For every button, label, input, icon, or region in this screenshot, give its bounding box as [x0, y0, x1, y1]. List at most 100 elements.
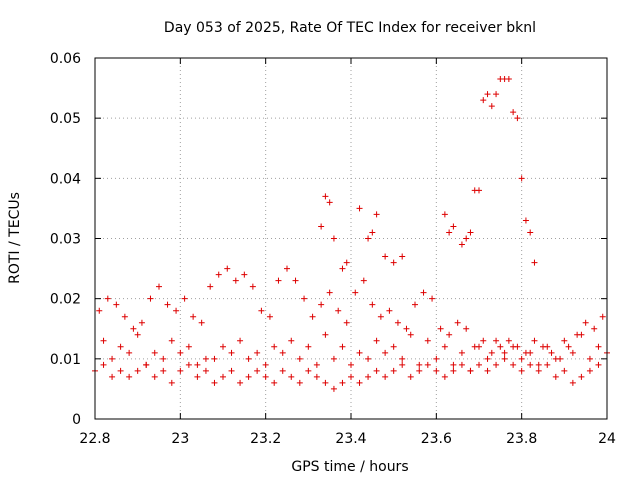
x-tick-label: 23: [171, 431, 189, 447]
x-tick-labels: 22.8 23 23.2 23.4 23.6 23.8 24: [79, 431, 616, 447]
data-point: [382, 253, 389, 260]
data-point: [412, 301, 418, 308]
data-point: [390, 367, 397, 374]
data-point: [104, 295, 111, 302]
y-tick-labels: 0 0.01 0.02 0.03 0.04 0.05 0.06: [50, 51, 81, 428]
data-point: [232, 277, 239, 284]
data-point: [544, 361, 551, 368]
data-point: [126, 373, 133, 380]
data-point: [373, 337, 380, 344]
data-point: [463, 325, 470, 332]
data-point: [390, 259, 397, 266]
data-point: [330, 235, 337, 242]
data-point: [326, 199, 333, 206]
data-point: [181, 295, 188, 302]
data-point: [450, 223, 457, 230]
data-point: [416, 367, 423, 374]
data-point: [382, 373, 389, 380]
data-point: [121, 313, 128, 320]
data-point: [424, 361, 431, 368]
data-point: [467, 229, 474, 236]
data-point: [399, 361, 406, 368]
data-point: [245, 355, 252, 362]
data-point: [518, 355, 525, 362]
data-point: [480, 97, 487, 104]
data-point: [356, 349, 363, 356]
x-tick-label: 22.8: [79, 431, 110, 447]
data-point: [292, 277, 299, 284]
data-point: [330, 355, 337, 362]
data-point: [488, 103, 495, 110]
data-point: [352, 289, 359, 296]
y-tick-label: 0.03: [50, 232, 81, 248]
data-point: [450, 361, 457, 368]
data-point: [369, 301, 376, 308]
data-point: [493, 337, 500, 344]
data-point: [330, 385, 337, 392]
data-point: [407, 373, 414, 380]
data-point: [228, 367, 235, 374]
data-point: [322, 331, 329, 338]
data-point: [326, 289, 333, 296]
data-point: [177, 349, 184, 356]
data-point: [100, 337, 107, 344]
data-point: [335, 307, 342, 314]
data-point: [168, 379, 175, 386]
data-point: [156, 283, 162, 290]
data-point: [569, 349, 576, 356]
data-point: [185, 343, 192, 350]
data-point: [441, 343, 448, 350]
data-point: [313, 361, 320, 368]
data-point: [271, 379, 278, 386]
data-point: [586, 367, 593, 374]
data-point: [416, 361, 423, 368]
data-point: [441, 373, 448, 380]
data-point: [501, 349, 508, 356]
data-point: [322, 379, 329, 386]
data-point: [373, 211, 380, 218]
data-point: [211, 379, 218, 386]
data-point: [130, 325, 137, 332]
data-point: [254, 349, 261, 356]
data-point: [356, 205, 363, 212]
data-point: [446, 229, 453, 236]
data-point: [305, 343, 312, 350]
data-point: [510, 361, 517, 368]
data-point: [190, 313, 197, 320]
data-point: [245, 373, 252, 380]
data-point: [365, 235, 372, 242]
data-point: [348, 361, 354, 368]
data-point: [224, 265, 231, 272]
data-point: [488, 349, 495, 356]
data-point: [458, 241, 465, 248]
data-point: [599, 313, 606, 320]
data-point: [228, 349, 235, 356]
data-point: [582, 319, 589, 326]
data-point: [96, 307, 103, 314]
data-point: [514, 115, 521, 122]
data-point: [271, 343, 278, 350]
data-point: [433, 355, 440, 362]
data-point: [215, 271, 222, 278]
data-point: [595, 361, 602, 368]
data-point: [569, 379, 576, 386]
data-point: [476, 361, 482, 368]
y-tick-label: 0: [72, 412, 81, 428]
data-point: [109, 373, 116, 380]
data-point: [339, 265, 346, 272]
data-point: [266, 313, 273, 320]
data-point: [424, 337, 431, 344]
data-point: [254, 367, 261, 374]
data-point: [552, 355, 559, 362]
data-point: [429, 295, 436, 302]
data-point: [134, 331, 141, 338]
data-point: [237, 379, 244, 386]
data-point: [348, 373, 354, 380]
data-point: [365, 355, 372, 362]
data-point: [117, 367, 124, 374]
data-point: [454, 319, 461, 326]
data-point: [275, 277, 282, 284]
data-point: [505, 76, 512, 83]
data-point: [467, 367, 474, 374]
